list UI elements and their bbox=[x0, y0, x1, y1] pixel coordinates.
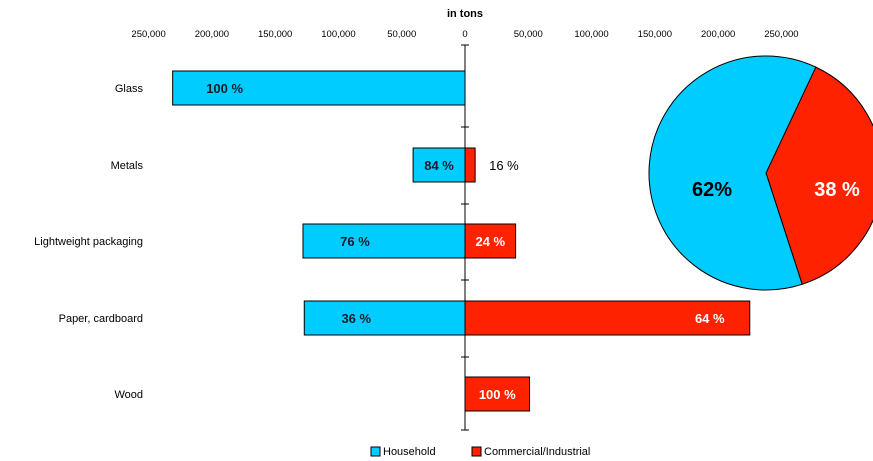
legend: Household Commercial/Industrial bbox=[370, 446, 590, 458]
category-labels: Glass Metals Lightweight packaging Paper, c… bbox=[34, 83, 143, 401]
household-percent-label: 76 % bbox=[340, 234, 370, 249]
tick-label: 200,000 bbox=[701, 29, 735, 40]
tick-labels: 250,000 200,000 150,000 100,000 50,000 0 50,00… bbox=[131, 29, 798, 40]
category-label-lightweight-packaging: Lightweight packaging bbox=[34, 236, 143, 248]
tick-label: 150,000 bbox=[258, 29, 292, 40]
pie-label-commercial: 38 % bbox=[814, 179, 860, 201]
pie-chart: 62% 38 % bbox=[648, 55, 873, 291]
household-percent-label: 36 % bbox=[341, 311, 371, 326]
pie-slice-commercial-industrial bbox=[765, 66, 873, 285]
tick-label: 250,000 bbox=[131, 29, 165, 40]
axis bbox=[461, 44, 469, 431]
category-label-paper-cardboard: Paper, cardboard bbox=[59, 313, 143, 325]
pie-slice-household bbox=[648, 55, 817, 291]
commercial-percent-label: 16 % bbox=[489, 158, 519, 173]
tick-label: 50,000 bbox=[387, 29, 416, 40]
tick-label: 0 bbox=[462, 29, 467, 40]
bar-commercial-industrial-paper-cardboard bbox=[464, 300, 751, 336]
pie-label-household: 62% bbox=[692, 179, 732, 201]
legend-label-commercial-industrial: Commercial/Industrial bbox=[484, 446, 590, 458]
bar-household-metals bbox=[412, 147, 466, 183]
legend-swatch-commercial-industrial bbox=[471, 446, 482, 457]
tick-label: 250,000 bbox=[764, 29, 798, 40]
bar-commercial-industrial-metals bbox=[464, 147, 476, 183]
tick-label: 150,000 bbox=[638, 29, 672, 40]
tick-label: 100,000 bbox=[321, 29, 355, 40]
bar-commercial-industrial-lightweight-packaging bbox=[464, 223, 517, 259]
category-label-glass: Glass bbox=[115, 83, 144, 95]
bar-household-paper-cardboard bbox=[303, 300, 466, 336]
commercial-percent-label: 24 % bbox=[475, 234, 505, 249]
axis-title: in tons bbox=[447, 8, 483, 20]
bar-labels: 100 % 84 % 76 % 36 % 16 % 24 % 64 % 100 % bbox=[206, 81, 725, 402]
bar-household-glass bbox=[172, 70, 466, 106]
tick-label: 50,000 bbox=[514, 29, 543, 40]
category-label-wood: Wood bbox=[114, 389, 143, 401]
household-percent-label: 100 % bbox=[206, 81, 243, 96]
commercial-percent-label: 100 % bbox=[479, 387, 516, 402]
commercial-percent-label: 64 % bbox=[695, 311, 725, 326]
bars bbox=[172, 70, 751, 412]
tick-label: 200,000 bbox=[195, 29, 229, 40]
bar-household-lightweight-packaging bbox=[302, 223, 466, 259]
household-percent-label: 84 % bbox=[424, 158, 454, 173]
category-label-metals: Metals bbox=[111, 160, 144, 172]
legend-label-household: Household bbox=[383, 446, 436, 458]
bar-commercial-industrial-wood bbox=[464, 376, 531, 412]
tick-label: 100,000 bbox=[574, 29, 608, 40]
legend-swatch-household bbox=[370, 446, 381, 457]
